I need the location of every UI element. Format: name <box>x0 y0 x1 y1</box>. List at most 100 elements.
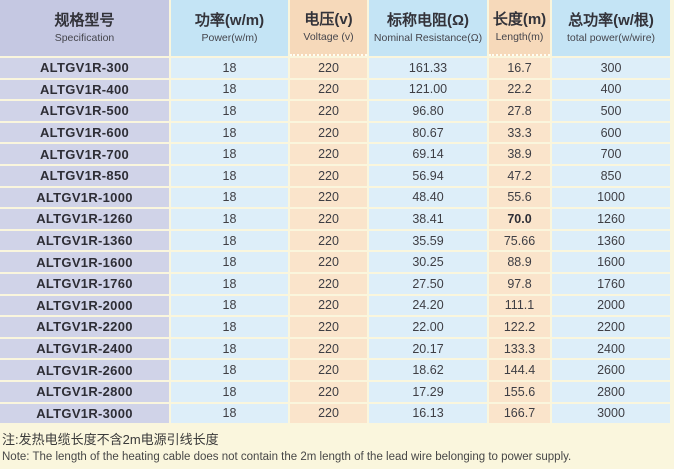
cell-model: ALTGV1R-2200 <box>0 317 169 337</box>
cell-resistance: 35.59 <box>369 230 487 251</box>
cell-model: ALTGV1R-1360 <box>0 230 169 251</box>
cell-voltage: 220 <box>290 381 367 402</box>
column-header-en: Length(m) <box>495 30 544 43</box>
cell-power: 18 <box>171 79 288 100</box>
cell-length: 33.3 <box>489 122 550 143</box>
cell-length: 47.2 <box>489 165 550 186</box>
cell-length: 27.8 <box>489 101 550 121</box>
cell-total_power: 1600 <box>552 252 670 272</box>
column-header-nominal-resistance: 标称电阻(Ω) Nominal Resistance(Ω) <box>369 0 487 56</box>
cell-power: 18 <box>171 58 288 78</box>
cell-power: 18 <box>171 230 288 251</box>
cell-resistance: 22.00 <box>369 317 487 337</box>
cell-model: ALTGV1R-1260 <box>0 209 169 229</box>
cell-total_power: 400 <box>552 79 670 100</box>
cell-total_power: 2600 <box>552 360 670 380</box>
cell-power: 18 <box>171 122 288 143</box>
specification-table: 规格型号 Specification 功率(w/m) Power(w/m) 电压… <box>0 0 670 424</box>
cell-model: ALTGV1R-2600 <box>0 360 169 380</box>
cell-power: 18 <box>171 338 288 359</box>
column-header-en: Power(w/m) <box>201 31 258 44</box>
cell-resistance: 24.20 <box>369 295 487 316</box>
cell-length: 75.66 <box>489 230 550 251</box>
cell-power: 18 <box>171 144 288 164</box>
cell-voltage: 220 <box>290 317 367 337</box>
cell-length: 55.6 <box>489 187 550 208</box>
cell-voltage: 220 <box>290 209 367 229</box>
cell-resistance: 121.00 <box>369 79 487 100</box>
cell-model: ALTGV1R-2800 <box>0 381 169 402</box>
column-header-cn: 总功率(w/根) <box>568 12 654 30</box>
cell-resistance: 80.67 <box>369 122 487 143</box>
footnote-chinese: 注:发热电缆长度不含2m电源引线长度 <box>2 432 219 448</box>
cell-total_power: 2800 <box>552 381 670 402</box>
cell-total_power: 850 <box>552 165 670 186</box>
column-header-length: 长度(m) Length(m) <box>489 0 550 56</box>
cell-total_power: 2400 <box>552 338 670 359</box>
cell-voltage: 220 <box>290 122 367 143</box>
footnote-english: Note: The length of the heating cable do… <box>2 451 572 464</box>
cell-voltage: 220 <box>290 101 367 121</box>
cell-total_power: 1360 <box>552 230 670 251</box>
cell-total_power: 3000 <box>552 403 670 424</box>
cell-power: 18 <box>171 317 288 337</box>
cell-model: ALTGV1R-1000 <box>0 187 169 208</box>
cell-power: 18 <box>171 252 288 272</box>
cell-length: 144.4 <box>489 360 550 380</box>
cell-model: ALTGV1R-850 <box>0 165 169 186</box>
column-header-voltage: 电压(v) Voltage (v) <box>290 0 367 56</box>
cell-total_power: 1760 <box>552 273 670 294</box>
cell-total_power: 1260 <box>552 209 670 229</box>
cell-model: ALTGV1R-1600 <box>0 252 169 272</box>
cell-resistance: 96.80 <box>369 101 487 121</box>
cell-model: ALTGV1R-500 <box>0 101 169 121</box>
cell-voltage: 220 <box>290 165 367 186</box>
cell-total_power: 600 <box>552 122 670 143</box>
cell-resistance: 38.41 <box>369 209 487 229</box>
cell-voltage: 220 <box>290 252 367 272</box>
column-header-en: Nominal Resistance(Ω) <box>373 31 483 44</box>
cell-voltage: 220 <box>290 273 367 294</box>
cell-resistance: 20.17 <box>369 338 487 359</box>
cell-power: 18 <box>171 209 288 229</box>
cell-length: 16.7 <box>489 58 550 78</box>
cell-power: 18 <box>171 403 288 424</box>
column-header-cn: 电压(v) <box>304 11 353 29</box>
cell-voltage: 220 <box>290 58 367 78</box>
cell-total_power: 700 <box>552 144 670 164</box>
column-header-cn: 长度(m) <box>492 11 547 29</box>
cell-total_power: 2200 <box>552 317 670 337</box>
column-header-power: 功率(w/m) Power(w/m) <box>171 0 288 56</box>
cell-length: 38.9 <box>489 144 550 164</box>
cell-resistance: 27.50 <box>369 273 487 294</box>
cell-voltage: 220 <box>290 360 367 380</box>
cell-power: 18 <box>171 165 288 186</box>
cell-length: 111.1 <box>489 295 550 316</box>
cell-length: 97.8 <box>489 273 550 294</box>
cell-model: ALTGV1R-300 <box>0 58 169 78</box>
cell-voltage: 220 <box>290 144 367 164</box>
cell-resistance: 16.13 <box>369 403 487 424</box>
cell-length: 70.0 <box>489 209 550 229</box>
cell-power: 18 <box>171 101 288 121</box>
cell-resistance: 48.40 <box>369 187 487 208</box>
column-header-total-power: 总功率(w/根) total power(w/wire) <box>552 0 670 56</box>
cell-voltage: 220 <box>290 295 367 316</box>
cell-model: ALTGV1R-400 <box>0 79 169 100</box>
cell-resistance: 18.62 <box>369 360 487 380</box>
column-header-cn: 规格型号 <box>54 12 115 30</box>
cell-model: ALTGV1R-1760 <box>0 273 169 294</box>
column-header-en: total power(w/wire) <box>566 31 656 44</box>
cell-voltage: 220 <box>290 79 367 100</box>
cell-resistance: 56.94 <box>369 165 487 186</box>
cell-model: ALTGV1R-600 <box>0 122 169 143</box>
cell-resistance: 17.29 <box>369 381 487 402</box>
cell-model: ALTGV1R-3000 <box>0 403 169 424</box>
cell-voltage: 220 <box>290 403 367 424</box>
cell-length: 166.7 <box>489 403 550 424</box>
cell-power: 18 <box>171 360 288 380</box>
column-header-cn: 标称电阻(Ω) <box>386 12 470 30</box>
cell-power: 18 <box>171 273 288 294</box>
cell-power: 18 <box>171 295 288 316</box>
